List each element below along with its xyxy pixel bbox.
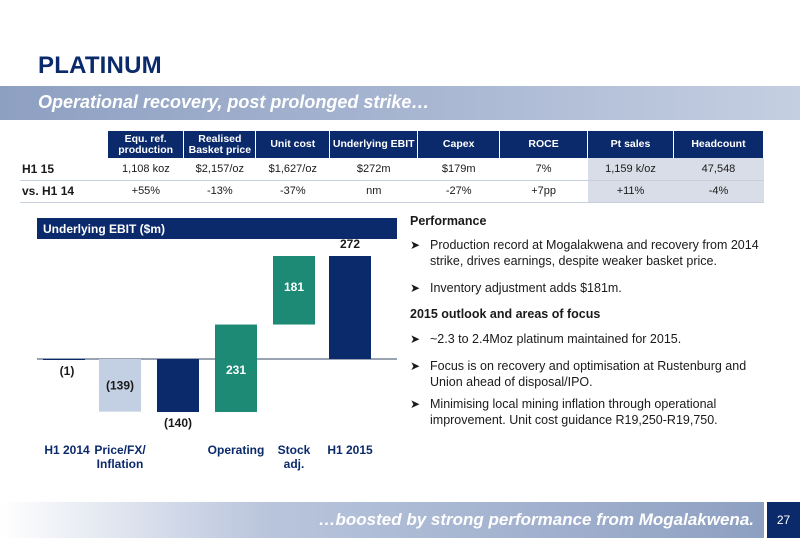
chart-bar [43, 359, 85, 360]
ebit-chart: (1) H1 2014 (139) Price/FX/Inflation (140) 23… [37, 218, 397, 478]
chart-data-label: 181 [284, 280, 304, 294]
page-title: PLATINUM [38, 52, 162, 79]
arrow-bullet-icon: ➤ [410, 359, 421, 373]
bullet-text: Focus is on recovery and optimisation at… [430, 359, 747, 389]
table-cell: -13% [183, 180, 256, 203]
arrow-bullet-icon: ➤ [410, 281, 421, 295]
chart-category-label: H1 2014 [44, 443, 90, 457]
chart-category-label: Stock adj. [278, 443, 311, 471]
table-cell: -4% [673, 180, 764, 203]
bullet-item: ➤ Minimising local mining inflation thro… [410, 396, 770, 428]
bullet-text: Inventory adjustment adds $181m. [430, 281, 622, 295]
table-row: H1 15 1,108 koz $2,157/oz $1,627/oz $272… [20, 158, 764, 181]
bullet-item: ➤ Focus is on recovery and optimisation … [410, 358, 770, 390]
bullet-item: ➤ Production record at Mogalakwena and r… [410, 237, 770, 269]
arrow-bullet-icon: ➤ [410, 238, 421, 252]
chart-data-label: (140) [164, 416, 192, 430]
arrow-bullet-icon: ➤ [410, 332, 421, 346]
kpi-table: Equ. ref. production Realised Basket pri… [20, 131, 765, 203]
chart-bar [215, 324, 257, 413]
table-cell: $1,627/oz [255, 158, 330, 181]
table-cell: +55% [107, 180, 184, 203]
bullet-item: ➤ ~2.3 to 2.4Moz platinum maintained for… [410, 331, 770, 347]
table-cell: nm [329, 180, 418, 203]
kpi-col-header: ROCE [499, 131, 589, 158]
chart-bar [99, 359, 141, 412]
table-cell: -37% [255, 180, 330, 203]
row-label: H1 15 [20, 158, 108, 181]
chart-data-label: 231 [226, 363, 246, 377]
table-row: vs. H1 14 +55% -13% -37% nm -27% +7pp +1… [20, 180, 764, 203]
table-cell: 1,108 koz [107, 158, 184, 181]
row-label: vs. H1 14 [20, 180, 108, 203]
chart-category-label: H1 2015 [327, 443, 373, 457]
table-cell: -27% [417, 180, 500, 203]
kpi-col-header: Headcount [673, 131, 765, 158]
commentary-panel: Performance ➤ Production record at Mogal… [410, 214, 770, 428]
kpi-header-row: Equ. ref. production Realised Basket pri… [20, 131, 765, 158]
page-subtitle: Operational recovery, post prolonged str… [38, 92, 430, 112]
table-cell: 1,159 k/oz [587, 158, 674, 181]
kpi-col-header: Capex [417, 131, 501, 158]
bullet-text: Minimising local mining inflation throug… [430, 397, 718, 427]
page-number: 27 [767, 502, 800, 538]
chart-bar [273, 256, 315, 325]
performance-heading: Performance [410, 214, 487, 228]
subtitle-bar: Operational recovery, post prolonged str… [0, 86, 800, 120]
footer-tagline: …boosted by strong performance from Moga… [318, 510, 754, 529]
chart-bar [329, 256, 371, 359]
footer-bar: …boosted by strong performance from Moga… [0, 502, 764, 538]
table-cell: +11% [587, 180, 674, 203]
kpi-col-header: Realised Basket price [183, 131, 257, 158]
bullet-item: ➤ Inventory adjustment adds $181m. [410, 280, 770, 296]
kpi-col-header: Equ. ref. production [107, 131, 185, 158]
chart-data-label: (139) [106, 378, 134, 392]
chart-data-label: (1) [60, 364, 75, 378]
table-cell: +7pp [499, 180, 588, 203]
kpi-header-blank [20, 131, 108, 158]
chart-data-label: 272 [340, 237, 360, 251]
chart-category-label: Price/FX/Inflation [94, 443, 146, 471]
chart-bar [157, 359, 199, 413]
chart-category-label: Operating [208, 443, 265, 457]
bullet-text: Production record at Mogalakwena and rec… [430, 238, 759, 268]
kpi-col-header: Underlying EBIT [329, 131, 419, 158]
chart-title: Underlying EBIT ($m) [37, 218, 397, 239]
table-cell: $272m [329, 158, 418, 181]
table-cell: 7% [499, 158, 588, 181]
arrow-bullet-icon: ➤ [410, 397, 421, 411]
outlook-heading: 2015 outlook and areas of focus [410, 307, 601, 321]
kpi-col-header: Pt sales [587, 131, 674, 158]
table-cell: $179m [417, 158, 500, 181]
ebit-chart-svg: (1) H1 2014 (139) Price/FX/Inflation (140) 23… [37, 237, 397, 471]
bullet-text: ~2.3 to 2.4Moz platinum maintained for 2… [430, 332, 682, 346]
table-cell: $2,157/oz [183, 158, 256, 181]
kpi-col-header: Unit cost [255, 131, 331, 158]
table-cell: 47,548 [673, 158, 764, 181]
